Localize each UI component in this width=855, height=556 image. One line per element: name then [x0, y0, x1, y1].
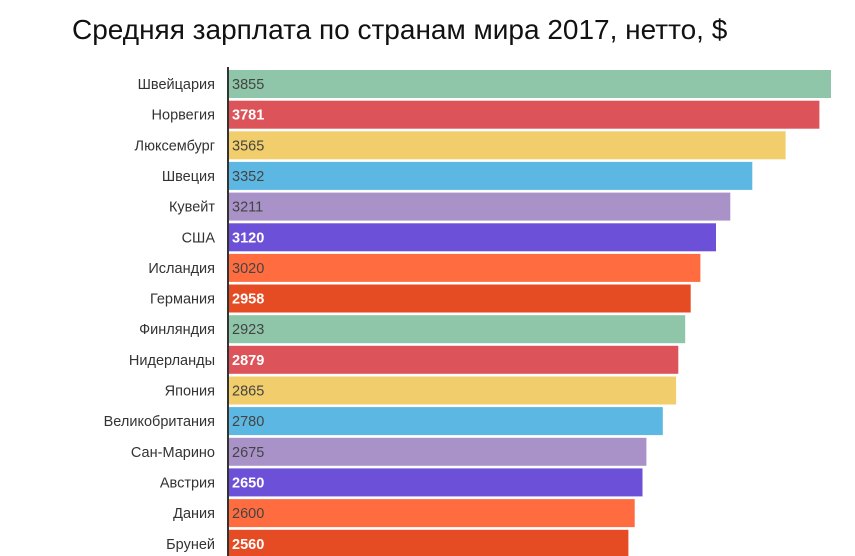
category-label: Бруней [166, 537, 215, 553]
bar-8 [228, 315, 686, 344]
category-labels: Швейцария Норвегия Люксембург Швеция Кувейт С… [104, 77, 216, 553]
value-label: 2958 [232, 292, 264, 308]
value-label: 3120 [232, 230, 264, 246]
value-label: 2560 [232, 537, 264, 553]
value-labels: 3855 3781 3565 3352 3211 3120 3020 2958 2923 2879… [232, 77, 264, 553]
value-label: 3020 [232, 261, 264, 277]
bar-15 [228, 529, 629, 556]
value-label: 3352 [232, 169, 264, 185]
category-label: Германия [150, 292, 215, 308]
category-label: Исландия [148, 261, 215, 277]
category-label: США [182, 230, 216, 246]
value-label: 2923 [232, 322, 264, 338]
value-label: 2600 [232, 506, 264, 522]
bar-5 [228, 223, 716, 252]
bars [228, 70, 831, 556]
value-label: 2780 [232, 414, 264, 430]
bar-14 [228, 499, 635, 528]
category-label: Швеция [162, 169, 215, 185]
bar-2 [228, 131, 786, 160]
category-label: Кувейт [169, 200, 215, 216]
value-label: 2650 [232, 475, 264, 491]
value-label: 2675 [232, 445, 264, 461]
chart-title: Средняя зарплата по странам мира 2017, н… [72, 14, 728, 45]
bar-3 [228, 161, 753, 190]
category-label: Дания [173, 506, 215, 522]
bar-0 [228, 70, 831, 98]
category-label: Норвегия [152, 108, 215, 124]
category-label: Финляндия [139, 322, 215, 338]
bar-12 [228, 437, 647, 466]
category-label: Австрия [160, 475, 215, 491]
value-label: 2865 [232, 384, 264, 400]
category-label: Япония [165, 384, 215, 400]
value-label: 3565 [232, 138, 264, 154]
bar-10 [228, 376, 677, 405]
value-label: 3211 [232, 200, 263, 216]
category-label: Швейцария [138, 77, 215, 93]
category-label: Сан-Марино [131, 445, 215, 461]
bar-4 [228, 192, 731, 221]
bar-7 [228, 284, 691, 313]
value-label: 2879 [232, 353, 264, 369]
bar-6 [228, 253, 701, 282]
bar-1 [228, 100, 820, 129]
bar-9 [228, 345, 679, 374]
category-label: Люксембург [135, 138, 215, 154]
value-label: 3781 [232, 108, 264, 124]
bar-13 [228, 468, 643, 497]
category-label: Великобритания [104, 414, 215, 430]
category-label: Нидерланды [129, 353, 215, 369]
value-label: 3855 [232, 77, 264, 93]
bar-11 [228, 407, 663, 436]
